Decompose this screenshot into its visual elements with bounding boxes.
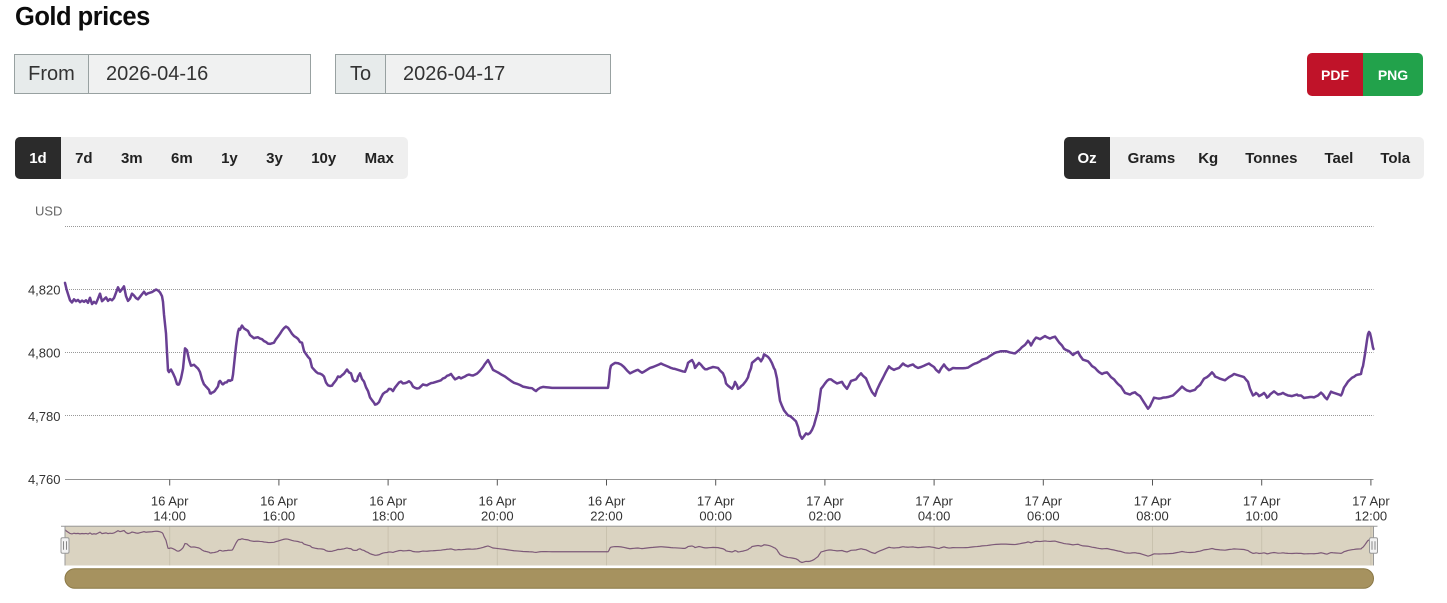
svg-text:16 Apr: 16 Apr	[588, 494, 626, 509]
svg-text:4,800: 4,800	[28, 346, 61, 361]
svg-text:16 Apr: 16 Apr	[369, 494, 407, 509]
svg-text:17 Apr: 17 Apr	[697, 494, 735, 509]
svg-text:16:00: 16:00	[263, 509, 296, 524]
svg-text:00:00: 00:00	[699, 509, 732, 524]
svg-text:4,780: 4,780	[28, 409, 61, 424]
svg-text:17 Apr: 17 Apr	[1243, 494, 1281, 509]
svg-text:17 Apr: 17 Apr	[1025, 494, 1063, 509]
svg-text:12:00: 12:00	[1355, 509, 1388, 524]
svg-text:USD: USD	[35, 203, 62, 218]
svg-text:17 Apr: 17 Apr	[1134, 494, 1172, 509]
svg-text:17 Apr: 17 Apr	[1352, 494, 1390, 509]
svg-text:17 Apr: 17 Apr	[915, 494, 953, 509]
svg-text:18:00: 18:00	[372, 509, 405, 524]
svg-text:04:00: 04:00	[918, 509, 951, 524]
svg-text:4,820: 4,820	[28, 282, 61, 297]
svg-text:10:00: 10:00	[1245, 509, 1278, 524]
svg-text:4,760: 4,760	[28, 472, 61, 487]
svg-text:16 Apr: 16 Apr	[151, 494, 189, 509]
svg-text:20:00: 20:00	[481, 509, 514, 524]
svg-text:17 Apr: 17 Apr	[806, 494, 844, 509]
svg-text:08:00: 08:00	[1136, 509, 1169, 524]
svg-text:16 Apr: 16 Apr	[479, 494, 517, 509]
svg-text:16 Apr: 16 Apr	[260, 494, 298, 509]
svg-text:14:00: 14:00	[153, 509, 186, 524]
svg-text:06:00: 06:00	[1027, 509, 1060, 524]
svg-text:02:00: 02:00	[809, 509, 842, 524]
svg-text:22:00: 22:00	[590, 509, 623, 524]
